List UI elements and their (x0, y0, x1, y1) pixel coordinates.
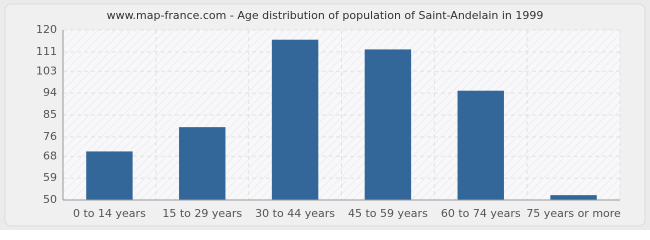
y-tick-label: 85 (43, 108, 57, 121)
bar (364, 49, 412, 200)
bar (86, 151, 133, 200)
bar (550, 195, 597, 200)
chart-title: www.map-france.com - Age distribution of… (107, 9, 544, 22)
x-tick-label: 45 to 59 years (348, 207, 428, 220)
y-tick-label: 111 (36, 45, 57, 58)
bar (179, 127, 226, 200)
x-tick-label: 0 to 14 years (73, 207, 146, 220)
bar (457, 90, 504, 200)
chart: www.map-france.com - Age distribution of… (0, 0, 650, 230)
x-tick-label: 60 to 74 years (441, 207, 521, 220)
y-tick-label: 59 (43, 171, 57, 184)
bar (271, 39, 319, 200)
y-tick-label: 120 (36, 23, 57, 36)
y-tick-label: 103 (36, 64, 57, 77)
x-tick-label: 15 to 29 years (162, 207, 242, 220)
y-tick-label: 76 (43, 130, 57, 143)
y-tick-label: 50 (43, 193, 57, 206)
x-tick-label: 30 to 44 years (255, 207, 335, 220)
x-tick-label: 75 years or more (526, 207, 621, 220)
y-tick-label: 68 (43, 149, 57, 162)
y-tick-label: 94 (43, 86, 57, 99)
